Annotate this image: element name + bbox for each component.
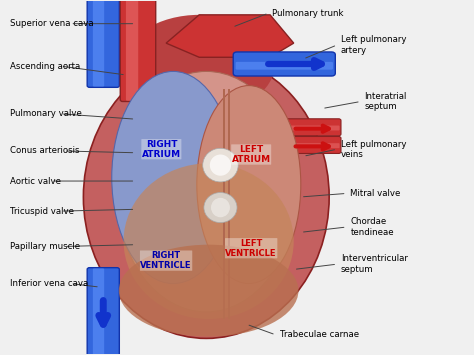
FancyBboxPatch shape	[93, 268, 104, 355]
Text: Left pulmonary
veins: Left pulmonary veins	[341, 140, 407, 159]
Polygon shape	[166, 15, 294, 57]
Text: Papillary muscle: Papillary muscle	[10, 242, 80, 251]
Ellipse shape	[197, 86, 301, 284]
Ellipse shape	[211, 198, 230, 217]
FancyBboxPatch shape	[93, 0, 104, 87]
Text: LEFT
VENTRICLE: LEFT VENTRICLE	[226, 239, 277, 258]
Ellipse shape	[124, 15, 275, 114]
FancyBboxPatch shape	[283, 143, 339, 148]
FancyBboxPatch shape	[126, 0, 138, 101]
FancyBboxPatch shape	[233, 52, 335, 76]
Text: Conus arteriosis: Conus arteriosis	[10, 147, 80, 155]
Text: Superior vena cava: Superior vena cava	[10, 19, 94, 28]
Text: Tricuspid valve: Tricuspid valve	[10, 207, 74, 215]
Ellipse shape	[112, 71, 235, 284]
Ellipse shape	[204, 192, 237, 223]
Text: RIGHT
VENTRICLE: RIGHT VENTRICLE	[140, 251, 192, 270]
Text: Left pulmonary
artery: Left pulmonary artery	[341, 35, 407, 55]
Ellipse shape	[119, 245, 299, 337]
FancyBboxPatch shape	[87, 268, 119, 355]
FancyBboxPatch shape	[283, 126, 339, 131]
Text: Trabeculae carnae: Trabeculae carnae	[280, 331, 359, 339]
Text: Chordae
tendineae: Chordae tendineae	[350, 217, 394, 237]
Text: Mitral valve: Mitral valve	[350, 189, 401, 198]
Polygon shape	[228, 89, 230, 319]
Text: Pulmonary valve: Pulmonary valve	[10, 109, 82, 118]
Text: Pulmonary trunk: Pulmonary trunk	[273, 9, 344, 17]
FancyBboxPatch shape	[282, 119, 341, 136]
Text: Aortic valve: Aortic valve	[10, 176, 61, 186]
FancyBboxPatch shape	[87, 0, 119, 87]
Ellipse shape	[203, 148, 238, 182]
Ellipse shape	[117, 71, 296, 312]
Text: RIGHT
ATRIUM: RIGHT ATRIUM	[142, 140, 181, 159]
Text: Ascending aorta: Ascending aorta	[10, 62, 81, 71]
Polygon shape	[223, 89, 225, 319]
FancyBboxPatch shape	[282, 136, 341, 153]
Ellipse shape	[83, 55, 329, 338]
Text: Inferior vena cava: Inferior vena cava	[10, 279, 88, 288]
Ellipse shape	[210, 154, 231, 176]
FancyBboxPatch shape	[120, 0, 156, 102]
Text: LEFT
ATRIUM: LEFT ATRIUM	[232, 145, 271, 164]
Text: Interatrial
septum: Interatrial septum	[365, 92, 407, 111]
FancyBboxPatch shape	[236, 62, 333, 70]
Ellipse shape	[124, 163, 294, 319]
Text: Interventricular
septum: Interventricular septum	[341, 255, 408, 274]
